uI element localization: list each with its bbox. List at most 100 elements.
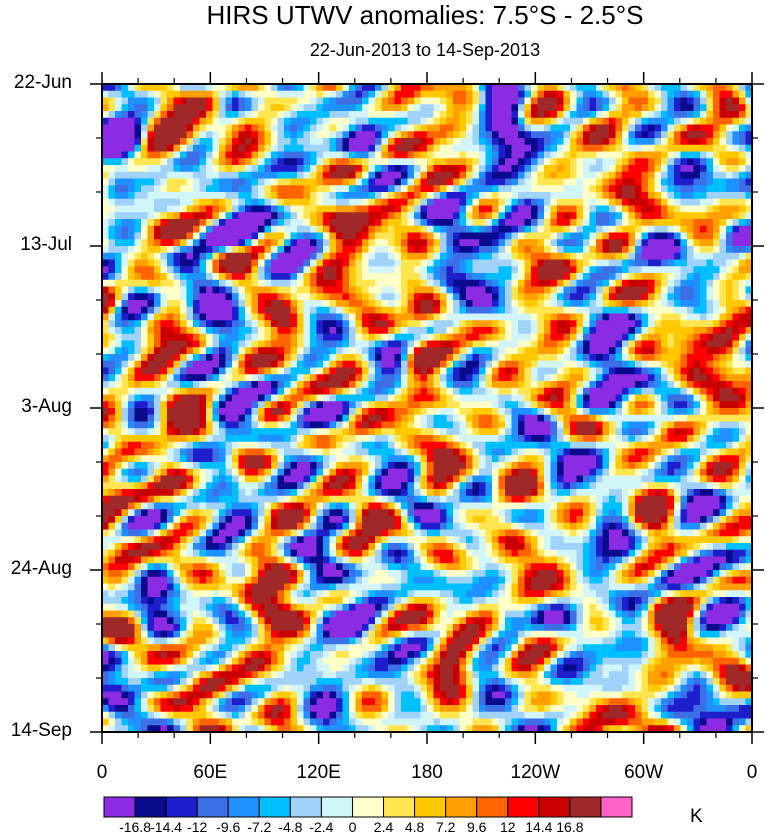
heat-cell: [466, 131, 474, 139]
heat-cell: [550, 90, 558, 99]
heat-cell: [570, 225, 578, 234]
heat-cell: [186, 374, 194, 382]
heat-cell: [505, 286, 513, 294]
heat-cell: [199, 124, 207, 132]
heat-cell: [745, 151, 752, 159]
heat-cell: [206, 401, 214, 409]
heat-cell: [706, 360, 714, 369]
heat-cell: [641, 273, 649, 281]
heat-cell: [258, 387, 266, 396]
heat-cell: [128, 219, 136, 227]
heat-cell: [674, 414, 682, 423]
heat-cell: [381, 300, 389, 308]
heat-cell: [485, 360, 493, 369]
heat-cell: [635, 131, 643, 139]
heat-cell: [596, 97, 604, 105]
heat-cell: [557, 165, 565, 173]
heat-cell: [342, 239, 350, 247]
heat-cell: [557, 300, 565, 308]
heat-cell: [407, 401, 415, 409]
heat-cell: [459, 381, 467, 389]
heat-cell: [362, 333, 370, 342]
heat-cell: [232, 131, 240, 139]
heat-cell: [414, 408, 422, 416]
heat-cell: [713, 178, 721, 186]
heat-cell: [609, 340, 617, 348]
heat-cell: [550, 279, 558, 288]
heat-cell: [368, 414, 376, 423]
heat-cell: [264, 104, 272, 112]
heat-cell: [739, 138, 747, 146]
heat-cell: [407, 97, 415, 105]
heat-cell: [544, 414, 552, 423]
heat-cell: [316, 97, 324, 105]
heat-cell: [134, 124, 142, 132]
heat-cell: [427, 374, 435, 382]
heat-cell: [446, 320, 454, 328]
heat-cell: [303, 104, 311, 112]
heat-cell: [225, 165, 233, 173]
heat-cell: [726, 279, 734, 288]
heat-cell: [342, 185, 350, 193]
heat-cell: [167, 273, 175, 281]
heat-cell: [245, 387, 253, 396]
heat-cell: [225, 205, 233, 213]
heat-cell: [245, 293, 253, 301]
heat-cell: [440, 158, 448, 166]
heat-cell: [199, 340, 207, 348]
heat-cell: [102, 273, 110, 281]
heat-cell: [433, 367, 441, 375]
heat-cell: [180, 84, 188, 92]
heat-cell: [206, 286, 214, 294]
heat-cell: [258, 131, 266, 139]
heat-cell: [505, 151, 513, 159]
heat-cell: [661, 219, 669, 227]
heat-cell: [199, 273, 207, 281]
heat-cell: [225, 320, 233, 328]
heat-cell: [290, 347, 298, 355]
heat-cell: [381, 401, 389, 409]
heat-cell: [264, 124, 272, 132]
heat-cell: [414, 327, 422, 335]
heat-cell: [472, 178, 480, 186]
heat-cell: [180, 90, 188, 99]
heat-cell: [492, 320, 500, 328]
heat-cell: [147, 144, 155, 153]
heat-cell: [557, 340, 565, 348]
heat-cell: [238, 212, 246, 220]
heat-cell: [446, 259, 454, 267]
heat-cell: [479, 320, 487, 328]
heat-cell: [557, 347, 565, 355]
heat-cell: [121, 367, 129, 375]
heat-cell: [615, 232, 623, 240]
heat-cell: [414, 333, 422, 342]
heat-cell: [615, 360, 623, 369]
heat-cell: [524, 104, 532, 112]
heat-cell: [141, 340, 149, 348]
heat-cell: [102, 360, 110, 369]
heat-cell: [342, 408, 350, 416]
heat-cell: [719, 293, 727, 301]
heat-cell: [394, 144, 402, 153]
heat-cell: [628, 387, 636, 396]
heat-cell: [329, 185, 337, 193]
heat-cell: [550, 347, 558, 355]
heat-cell: [557, 212, 565, 220]
heat-cell: [576, 360, 584, 369]
heat-cell: [206, 394, 214, 402]
heat-cell: [635, 90, 643, 99]
heat-cell: [264, 232, 272, 240]
heat-cell: [271, 219, 279, 227]
heat-cell: [121, 408, 129, 416]
heat-cell: [193, 401, 201, 409]
heat-cell: [745, 381, 752, 389]
heat-cell: [316, 239, 324, 247]
heat-cell: [511, 273, 519, 281]
heat-cell: [342, 171, 350, 180]
heat-cell: [446, 252, 454, 261]
heat-cell: [609, 212, 617, 220]
heat-cell: [349, 198, 357, 207]
heat-cell: [167, 138, 175, 146]
heat-cell: [154, 246, 162, 254]
